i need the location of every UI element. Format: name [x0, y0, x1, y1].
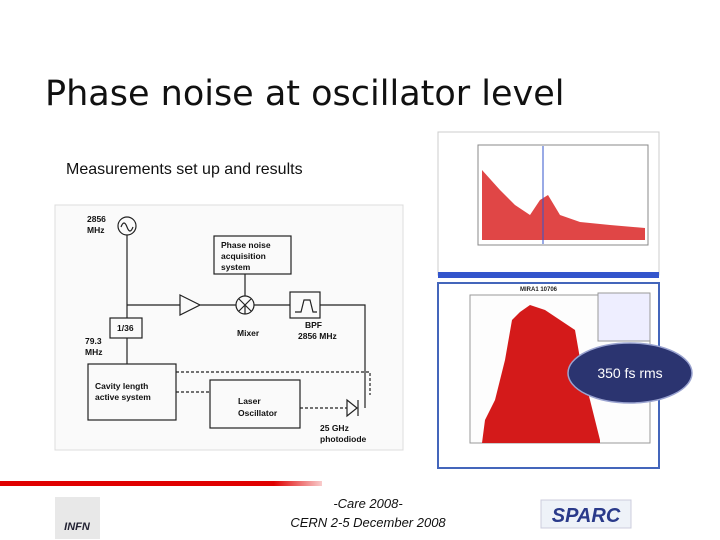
diagram-label: 25 GHz: [320, 423, 349, 433]
logo-text: SPARC: [552, 505, 621, 527]
setup-diagram: 2856 MHz Phase noise acquisition system …: [54, 204, 404, 451]
diagram-label: acquisition: [221, 251, 266, 261]
subtitle: Measurements set up and results: [66, 161, 303, 178]
callout: [567, 342, 693, 404]
diagram-label: Cavity length: [95, 381, 148, 391]
diagram-label: BPF: [305, 320, 322, 330]
histogram-title: MIRA1 10706: [520, 287, 558, 293]
sparc-logo: SPARC: [540, 499, 632, 529]
diagram-label: Oscillator: [238, 408, 278, 418]
diagram-label: 79.3: [85, 336, 102, 346]
diagram-label: MHz: [87, 225, 104, 235]
diagram-label: 1/36: [117, 323, 134, 333]
diagram-label: active system: [95, 392, 151, 402]
footer-line: CERN 2-5 December 2008: [290, 515, 446, 530]
callout-text: 350 fs rms: [597, 365, 662, 381]
diagram-label: MHz: [85, 347, 102, 357]
diagram-label: 2856: [87, 214, 106, 224]
title: Phase noise at oscillator level: [45, 74, 565, 114]
diagram-label: 2856 MHz: [298, 331, 337, 341]
footer-line: -Care 2008-: [333, 496, 403, 511]
diagram-label: photodiode: [320, 434, 367, 444]
spectrum-plot: [437, 131, 660, 278]
infn-logo: INFN: [55, 497, 100, 539]
diagram-label: Laser: [238, 396, 261, 406]
diagram-label: Phase noise: [221, 240, 271, 250]
divider-bar: [0, 481, 322, 486]
diagram-label: system: [221, 262, 251, 272]
diagram-label: Mixer: [237, 328, 260, 338]
logo-text: INFN: [64, 521, 91, 533]
